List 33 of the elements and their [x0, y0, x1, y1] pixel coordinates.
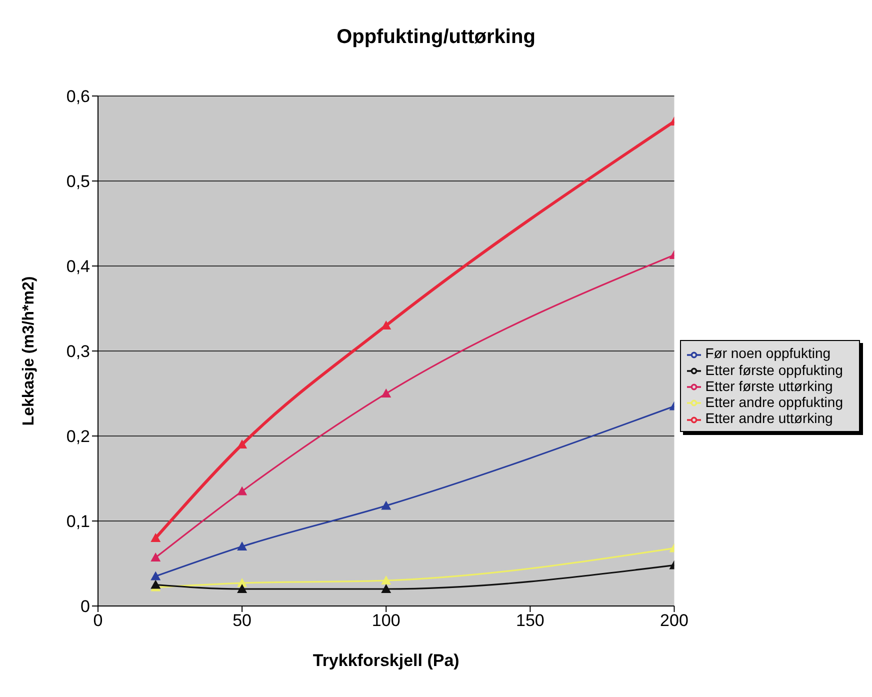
point	[237, 584, 248, 593]
x-tick-label: 50	[232, 611, 252, 630]
y-tick-label: 0,5	[66, 172, 90, 192]
legend-label: Før noen oppfukting	[705, 345, 831, 362]
x-tick-label: 0	[93, 611, 103, 630]
y-tick-label: 0,3	[66, 342, 90, 362]
point	[150, 552, 161, 562]
point	[150, 571, 161, 580]
point	[150, 533, 161, 542]
point	[381, 500, 392, 510]
point	[237, 486, 248, 496]
y-tick-label: 0,2	[66, 427, 90, 446]
legend-label: Etter andre oppfukting	[705, 394, 843, 410]
chart-title: Oppfukting/uttørking	[336, 25, 536, 50]
y-tick-label: 0,6	[66, 87, 90, 106]
point	[237, 542, 248, 550]
point	[381, 584, 392, 593]
y-tick-label: 0,1	[66, 512, 90, 532]
x-tick-label: 100	[372, 611, 400, 630]
legend-label: Etter første uttørking	[705, 378, 833, 394]
x-tick-label: 200	[660, 611, 688, 630]
y-tick-label: 0,4	[66, 257, 90, 276]
point	[237, 440, 248, 448]
y-tick-label: 0	[80, 597, 90, 616]
x-axis-title: Trykkforskjell (Pa)	[312, 651, 460, 670]
x-tick-label: 150	[516, 611, 544, 630]
point	[150, 580, 161, 589]
point	[381, 576, 392, 584]
y-axis-title: Lekkasje (m3/h*m2)	[20, 276, 38, 426]
legend-label: Etter første oppfukting	[705, 362, 843, 378]
point	[381, 320, 392, 330]
point	[381, 388, 392, 398]
legend-label: Etter andre uttørking	[705, 410, 833, 426]
